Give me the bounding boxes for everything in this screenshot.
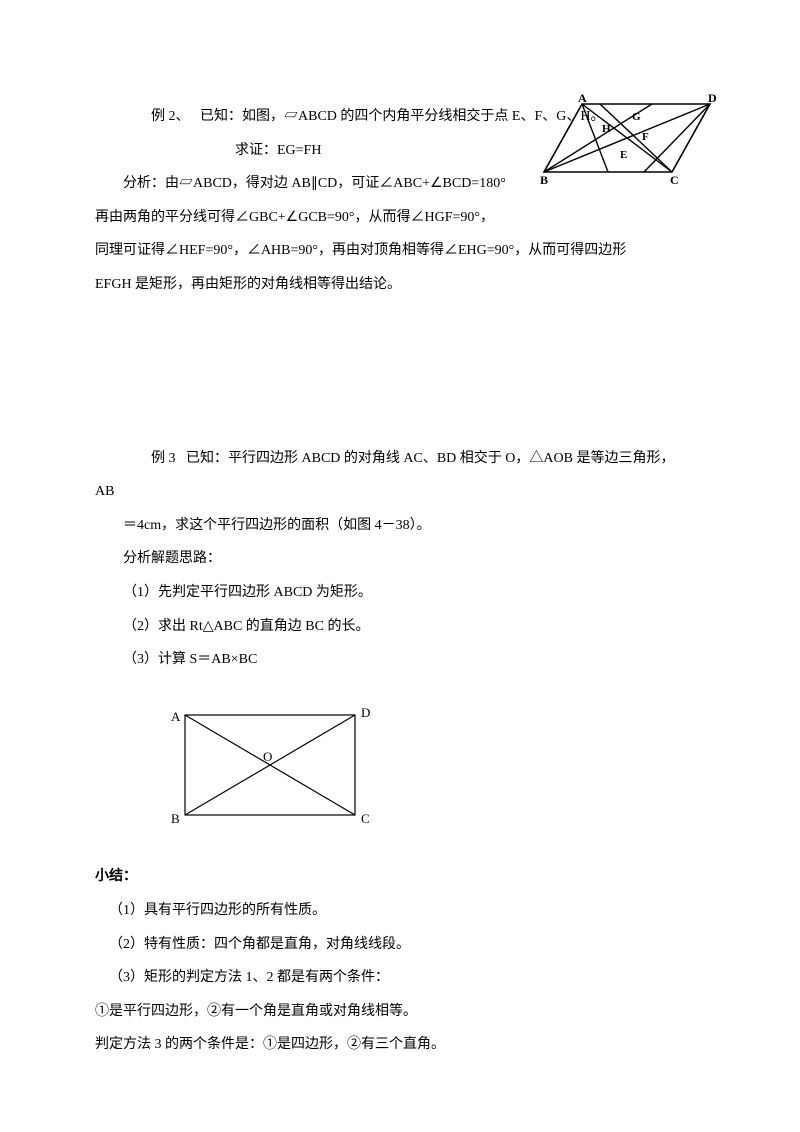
- label-f: F: [642, 131, 649, 143]
- spacer: [95, 302, 705, 442]
- ex3-step3: （3）计算 S＝AB×BC: [95, 643, 705, 677]
- rect-label-c: C: [361, 811, 370, 826]
- label-d: D: [708, 92, 717, 105]
- ex3-given1: 已知：平行四边形 ABCD 的对角线 AC、BD 相交于 O，△AOB 是等边三…: [186, 451, 674, 466]
- label-g: G: [632, 111, 641, 123]
- summary-p2: （2）特有性质：四个角都是直角，对角线线段。: [95, 928, 705, 962]
- figure-rectangle: A D B C O: [155, 697, 705, 851]
- label-b: B: [540, 173, 548, 187]
- ex3-ab: AB: [95, 475, 705, 509]
- summary-p3: （3）矩形的判定方法 1、2 都是有两个条件：: [95, 961, 705, 995]
- ex3-title: 例 3: [151, 451, 176, 466]
- summary-p5: 判定方法 3 的两个条件是：①是四边形，②有三个直角。: [95, 1028, 705, 1062]
- rect-label-b: B: [171, 811, 180, 826]
- rect-label-o: O: [263, 749, 272, 764]
- page: A D B C H G F E 例 2、 已知：如图，▱ABCD 的四个内角平分…: [0, 0, 800, 1102]
- label-c: C: [670, 173, 679, 187]
- line-bd: [544, 104, 710, 172]
- summary-p4: ①是平行四边形，②有一个角是直角或对角线相等。: [95, 995, 705, 1029]
- ex2-line3: 同理可证得∠HEF=90°，∠AHB=90°，再由对顶角相等得∠EHG=90°，…: [95, 234, 705, 268]
- ex2-title: 例 2、: [151, 109, 190, 124]
- ex3-given2: ＝4cm，求这个平行四边形的面积（如图 4－38）。: [95, 509, 705, 543]
- ex3-step1: （1）先判定平行四边形 ABCD 为矩形。: [95, 576, 705, 610]
- ex3-step2: （2）求出 Rt△ABC 的直角边 BC 的长。: [95, 610, 705, 644]
- figure-parallelogram: A D B C H G F E: [540, 92, 720, 216]
- rect-label-a: A: [171, 709, 181, 724]
- rect-label-d: D: [361, 705, 370, 720]
- label-e: E: [620, 149, 627, 161]
- summary-p1: （1）具有平行四边形的所有性质。: [95, 894, 705, 928]
- ex3-analysis-title: 分析解题思路：: [95, 542, 705, 576]
- ex3-line1: 例 3 已知：平行四边形 ABCD 的对角线 AC、BD 相交于 O，△AOB …: [95, 442, 705, 476]
- label-h: H: [602, 123, 611, 135]
- ex2-line4: EFGH 是矩形，再由矩形的对角线相等得出结论。: [95, 268, 705, 302]
- summary-title: 小结：: [95, 860, 705, 894]
- label-a: A: [578, 92, 587, 105]
